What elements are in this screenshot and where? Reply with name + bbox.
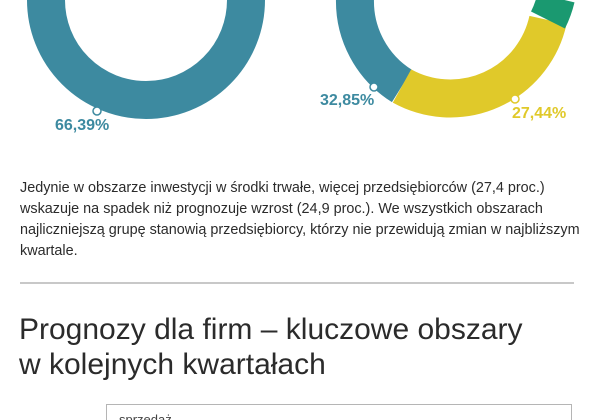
- left-donut-marker: [92, 106, 102, 116]
- section-heading-line-2: w kolejnych kwartałach: [19, 348, 326, 381]
- section-heading: Prognozy dla firm – kluczowe obszary w k…: [19, 312, 579, 382]
- right-donut-marker-teal: [369, 82, 379, 92]
- left-donut-ring: [27, 0, 265, 119]
- right-donut-label-line-1: inwestycje**: [395, 0, 476, 13]
- right-donut-yellow-arc: [392, 15, 567, 118]
- left-donut-label-line-2: zewnętrzne*: [105, 14, 189, 31]
- donut-charts: [27, 0, 575, 119]
- section-heading-line-1: Prognozy dla firm – kluczowe obszary: [19, 313, 523, 346]
- left-donut-percentage: 66,39%: [55, 117, 110, 134]
- area-select-value: sprzedaż: [119, 412, 172, 420]
- right-donut-label: inwestycje**: [395, 0, 505, 14]
- summary-paragraph: Jedynie w obszarze inwestycji w środki t…: [20, 180, 580, 259]
- right-donut-percentage-yellow: 27,44%: [512, 105, 567, 122]
- section-divider: [20, 282, 574, 284]
- right-donut-marker-yellow: [510, 94, 520, 104]
- left-donut-label-line-1: na finansowanie: [92, 0, 202, 13]
- area-select[interactable]: sprzedaż: [106, 404, 572, 420]
- right-donut-percentage-teal: 32,85%: [320, 92, 375, 109]
- right-donut-teal-arc: [336, 0, 413, 103]
- left-donut-label: na finansowanie zewnętrzne*: [72, 0, 222, 32]
- right-donut-green-arc: [530, 0, 575, 29]
